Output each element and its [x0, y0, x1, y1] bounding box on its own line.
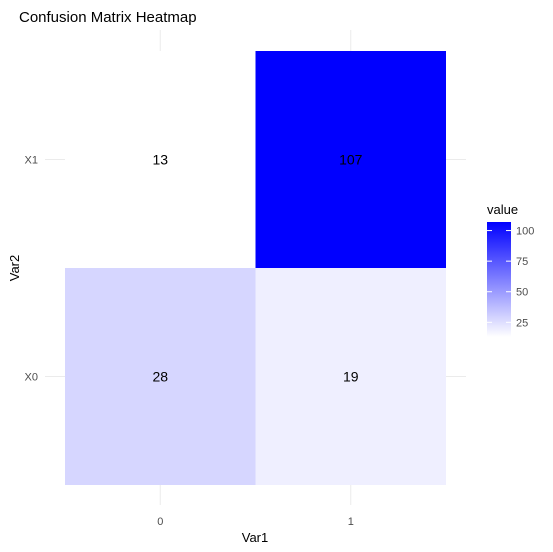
- x-tick-label-1: 1: [348, 516, 354, 528]
- x-axis-title: Var1: [242, 530, 269, 545]
- y-tick-label-X1: X1: [25, 155, 38, 167]
- legend-ticks: 25 50 75 100: [487, 226, 534, 329]
- heatmap-cell-1-X0: [255, 268, 446, 485]
- legend-title: value: [487, 202, 518, 217]
- legend-tick-label-100: 100: [516, 226, 534, 238]
- y-axis-title: Var2: [7, 255, 22, 282]
- heatmap-cells: [65, 51, 446, 485]
- chart-title: Confusion Matrix Heatmap: [19, 9, 197, 26]
- heatmap-cell-1-X1: [255, 51, 446, 268]
- cell-labels: 13 107 28 19: [152, 152, 362, 385]
- cell-value-label-0-X1: 13: [152, 152, 168, 168]
- legend-tick-label-75: 75: [516, 256, 528, 268]
- legend-colorbar: [487, 222, 511, 337]
- y-tick-label-X0: X0: [25, 372, 38, 384]
- x-tick-label-0: 0: [157, 516, 163, 528]
- cell-value-label-0-X0: 28: [152, 369, 168, 385]
- cell-value-label-1-X1: 107: [339, 152, 363, 168]
- cell-value-label-1-X0: 19: [343, 369, 359, 385]
- legend-tick-label-50: 50: [516, 287, 528, 299]
- legend-tick-label-25: 25: [516, 317, 528, 329]
- heatmap-cell-0-X1: [65, 51, 256, 268]
- y-axis-ticks: X0 X1: [25, 155, 38, 384]
- color-legend: value 25 50 75 100: [487, 202, 534, 337]
- heatmap-cell-0-X0: [65, 268, 256, 485]
